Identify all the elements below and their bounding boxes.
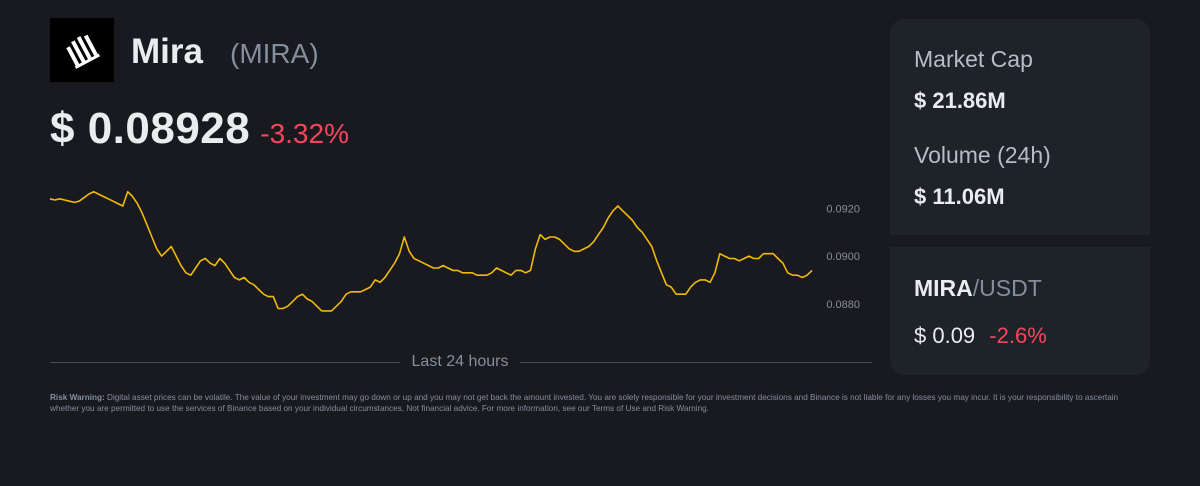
risk-warning-title: Risk Warning: <box>50 393 105 402</box>
risk-warning-text: Digital asset prices can be volatile. Th… <box>50 393 1119 413</box>
y-tick-label-0: 0.0920 <box>826 203 860 215</box>
timeframe-label: Last 24 hours <box>411 353 509 370</box>
volume-value: $ 11.06M <box>914 184 1005 209</box>
price-change: -3.32% <box>260 118 349 149</box>
coin-symbol: (MIRA) <box>230 38 319 69</box>
coin-name: Mira <box>131 32 203 71</box>
pair-change: -2.6% <box>989 323 1047 348</box>
y-tick-label-1: 0.0900 <box>826 251 860 263</box>
price-row: $ 0.08928 -3.32% <box>50 104 349 154</box>
market-cap-label: Market Cap <box>914 46 1033 72</box>
pair-base: MIRA <box>914 275 973 301</box>
y-tick-label-2: 0.0880 <box>826 299 860 311</box>
pair-title: MIRA/USDT <box>914 275 1042 302</box>
price-chart: 0.0920 0.0900 0.0880 <box>49 190 860 312</box>
timeframe-divider-left <box>50 362 400 363</box>
risk-warning: Risk Warning: Digital asset prices can b… <box>50 392 1140 414</box>
market-cap-value: $ 21.86M <box>914 88 1006 113</box>
volume-label: Volume (24h) <box>914 142 1051 168</box>
trading-pair-card[interactable]: MIRA/USDT $ 0.09 -2.6% <box>890 247 1150 375</box>
coin-price: $ 0.08928 <box>50 104 251 153</box>
price-line-series-0 <box>49 190 813 312</box>
stats-card: Market Cap $ 21.86M Volume (24h) $ 11.06… <box>890 19 1150 235</box>
pair-price-row: $ 0.09 -2.6% <box>914 323 1047 349</box>
pair-quote: /USDT <box>972 275 1042 301</box>
mira-logo-icon <box>50 18 114 82</box>
pair-price: $ 0.09 <box>914 323 976 348</box>
timeframe-divider-right <box>520 362 872 363</box>
